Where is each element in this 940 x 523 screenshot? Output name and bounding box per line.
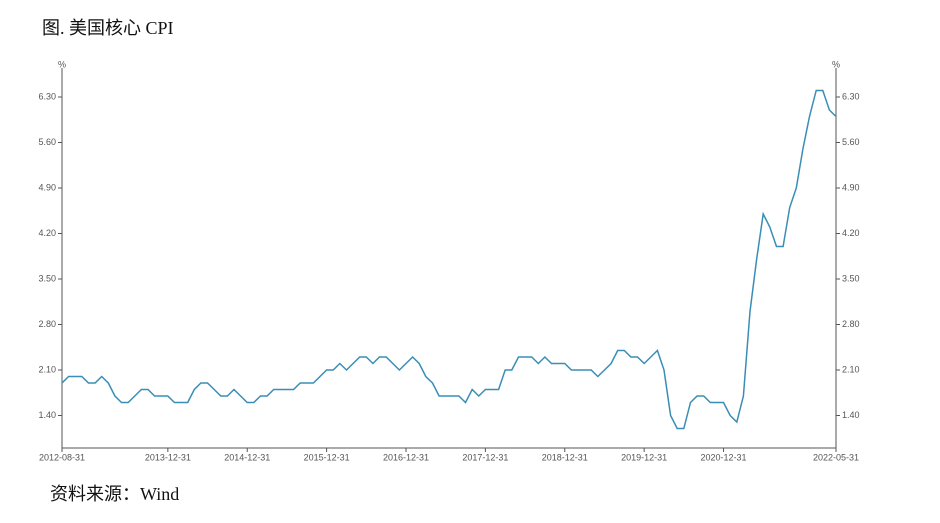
y-tick-label-right: 4.90 <box>842 182 860 192</box>
source-note: 资料来源：Wind <box>50 484 179 504</box>
x-tick-label: 2014-12-31 <box>224 452 270 462</box>
chart-title: 图. 美国核心 CPI <box>42 18 174 38</box>
y-tick-label: 4.20 <box>38 228 56 238</box>
x-tick-label: 2015-12-31 <box>304 452 350 462</box>
x-tick-label: 2017-12-31 <box>462 452 508 462</box>
y-tick-label: 1.40 <box>38 410 56 420</box>
y-tick-label-right: 2.10 <box>842 364 860 374</box>
y-unit-left: % <box>58 59 66 69</box>
y-tick-label-right: 4.20 <box>842 228 860 238</box>
y-tick-label-right: 2.80 <box>842 319 860 329</box>
x-tick-label: 2019-12-31 <box>621 452 667 462</box>
y-tick-label: 3.50 <box>38 273 56 283</box>
y-tick-label-right: 3.50 <box>842 273 860 283</box>
x-tick-label: 2022-05-31 <box>813 452 859 462</box>
y-tick-label: 6.30 <box>38 91 56 101</box>
y-tick-label: 5.60 <box>38 137 56 147</box>
data-line <box>61 89 837 430</box>
y-tick-label: 2.80 <box>38 319 56 329</box>
x-tick-label: 2012-08-31 <box>39 452 85 462</box>
y-tick-label: 2.10 <box>38 364 56 374</box>
y-tick-label-right: 1.40 <box>842 410 860 420</box>
x-tick-label: 2013-12-31 <box>145 452 191 462</box>
y-tick-label-right: 5.60 <box>842 137 860 147</box>
y-tick-label-right: 6.30 <box>842 91 860 101</box>
y-tick-label: 4.90 <box>38 182 56 192</box>
x-tick-label: 2018-12-31 <box>542 452 588 462</box>
x-tick-label: 2016-12-31 <box>383 452 429 462</box>
x-tick-label: 2020-12-31 <box>701 452 747 462</box>
y-unit-right: % <box>832 59 840 69</box>
